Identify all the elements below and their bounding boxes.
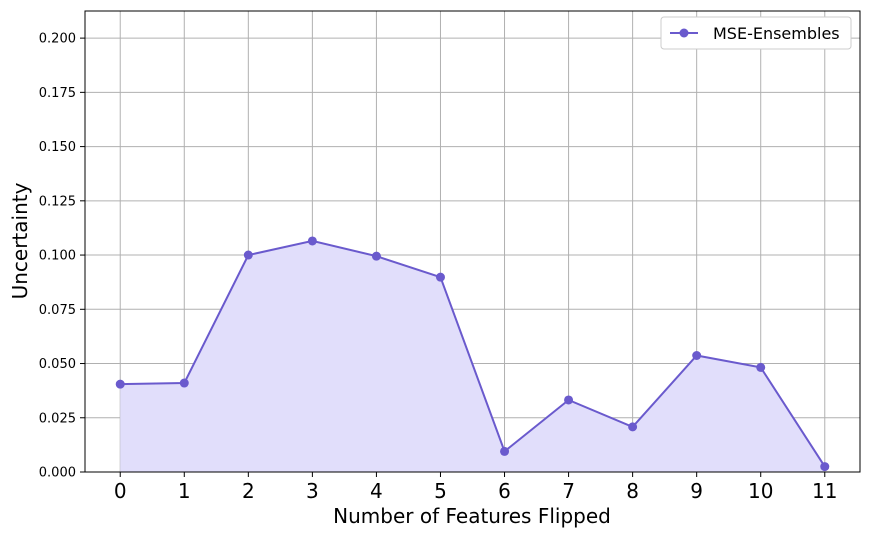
y-axis-ticks: 0.000 0.025 0.050 0.075 0.100 0.125 0.150 0.175… [39, 32, 85, 481]
legend-marker-swatch [679, 28, 689, 38]
x-tick-label: 1 [178, 479, 191, 503]
y-tick-label: 0.175 [39, 86, 76, 101]
x-tick-label: 10 [748, 479, 773, 503]
y-axis-title: Uncertainty [8, 182, 32, 299]
x-tick-label: 5 [434, 479, 447, 503]
x-tick-label: 11 [812, 479, 837, 503]
x-tick-label: 2 [242, 479, 255, 503]
y-tick-label: 0.100 [39, 249, 76, 264]
data-point [500, 446, 510, 456]
x-tick-label: 4 [370, 479, 383, 503]
data-point [756, 362, 766, 372]
data-point [371, 251, 381, 261]
legend-box [660, 16, 852, 50]
data-point [115, 379, 125, 389]
series-area [120, 240, 825, 472]
data-point [243, 250, 253, 260]
x-tick-label: 8 [626, 479, 639, 503]
x-axis-ticks: 0 1 2 3 4 5 6 7 8 9 10 11 [114, 472, 837, 503]
y-tick-label: 0.000 [39, 466, 76, 481]
y-tick-label: 0.150 [39, 140, 76, 155]
x-tick-label: 6 [498, 479, 511, 503]
plot-frame [84, 10, 861, 473]
data-point [564, 395, 574, 405]
y-tick-label: 0.050 [39, 357, 76, 372]
y-tick-label: 0.125 [39, 194, 76, 209]
data-point [628, 422, 638, 432]
y-tick-label: 0.025 [39, 411, 76, 426]
x-tick-label: 9 [690, 479, 703, 503]
data-point [435, 272, 445, 282]
legend-label: MSE-Ensembles [713, 24, 840, 43]
series-points [115, 236, 830, 472]
x-axis-title: Number of Features Flipped [333, 504, 611, 528]
legend: MSE-Ensembles [660, 16, 852, 50]
data-point [820, 462, 830, 472]
x-tick-label: 7 [562, 479, 575, 503]
data-point [692, 351, 702, 361]
data-point [307, 236, 317, 246]
x-tick-label: 3 [306, 479, 319, 503]
x-tick-label: 0 [114, 479, 127, 503]
data-point [179, 378, 189, 388]
y-tick-label: 0.200 [39, 32, 76, 47]
y-tick-label: 0.075 [39, 303, 76, 318]
series-line [120, 239, 826, 468]
